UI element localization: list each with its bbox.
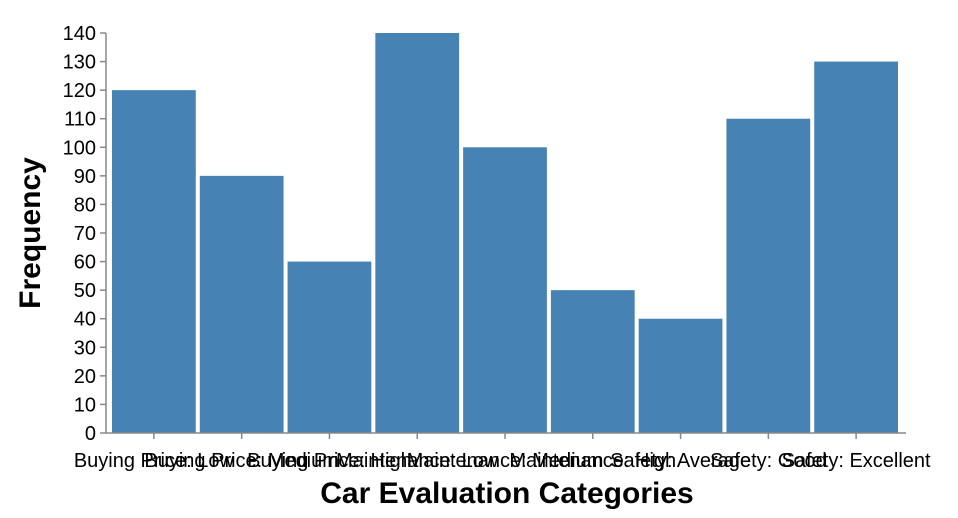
bar-6 (638, 318, 723, 433)
bars-group (112, 33, 898, 434)
y-tick-label: 90 (74, 166, 96, 188)
y-tick-label: 10 (74, 394, 96, 416)
y-tick-label: 50 (74, 280, 96, 302)
y-axis: 0 10 20 30 40 50 60 70 80 90 100 110 120 130 140 (63, 23, 107, 445)
y-tick-label: 60 (74, 252, 96, 274)
bar-5 (550, 290, 635, 433)
x-tick-label: Safety: Excellent (782, 450, 931, 472)
y-tick-label: 40 (74, 309, 96, 331)
x-tick-label: Buying Price: Medium (144, 450, 339, 472)
x-tick-label: Maintenance: Medium (407, 450, 604, 472)
bar-0 (112, 90, 196, 434)
bar-3 (375, 33, 460, 433)
bar-2 (287, 261, 372, 433)
bar-4 (463, 147, 547, 434)
x-axis-title: Car Evaluation Categories (320, 477, 693, 510)
y-tick-label: 20 (74, 366, 96, 388)
y-tick-label: 80 (74, 194, 96, 216)
x-tick-label: Maintenance: Low (336, 450, 499, 472)
bar-8 (814, 61, 898, 433)
y-axis-title: Frequency (14, 157, 47, 309)
y-tick-label: 140 (63, 23, 96, 45)
y-tick-label: 120 (63, 80, 96, 102)
y-tick-label: 70 (74, 223, 96, 245)
y-tick-label: 100 (63, 137, 96, 159)
bar-1 (199, 175, 284, 433)
x-tick-label: Buying Price: High (247, 450, 412, 472)
x-tick-label: Safety: Average (610, 450, 751, 472)
x-tick-label: Buying Price: Low (74, 450, 235, 472)
y-tick-label: 0 (85, 423, 96, 445)
x-tick-label: Maintenance: High (509, 450, 676, 472)
y-tick-label: 130 (63, 52, 96, 74)
x-tick-label: Safety: Good (710, 450, 827, 472)
y-tick-label: 30 (74, 337, 96, 359)
bar-7 (726, 118, 811, 433)
y-tick-label: 110 (64, 109, 96, 131)
